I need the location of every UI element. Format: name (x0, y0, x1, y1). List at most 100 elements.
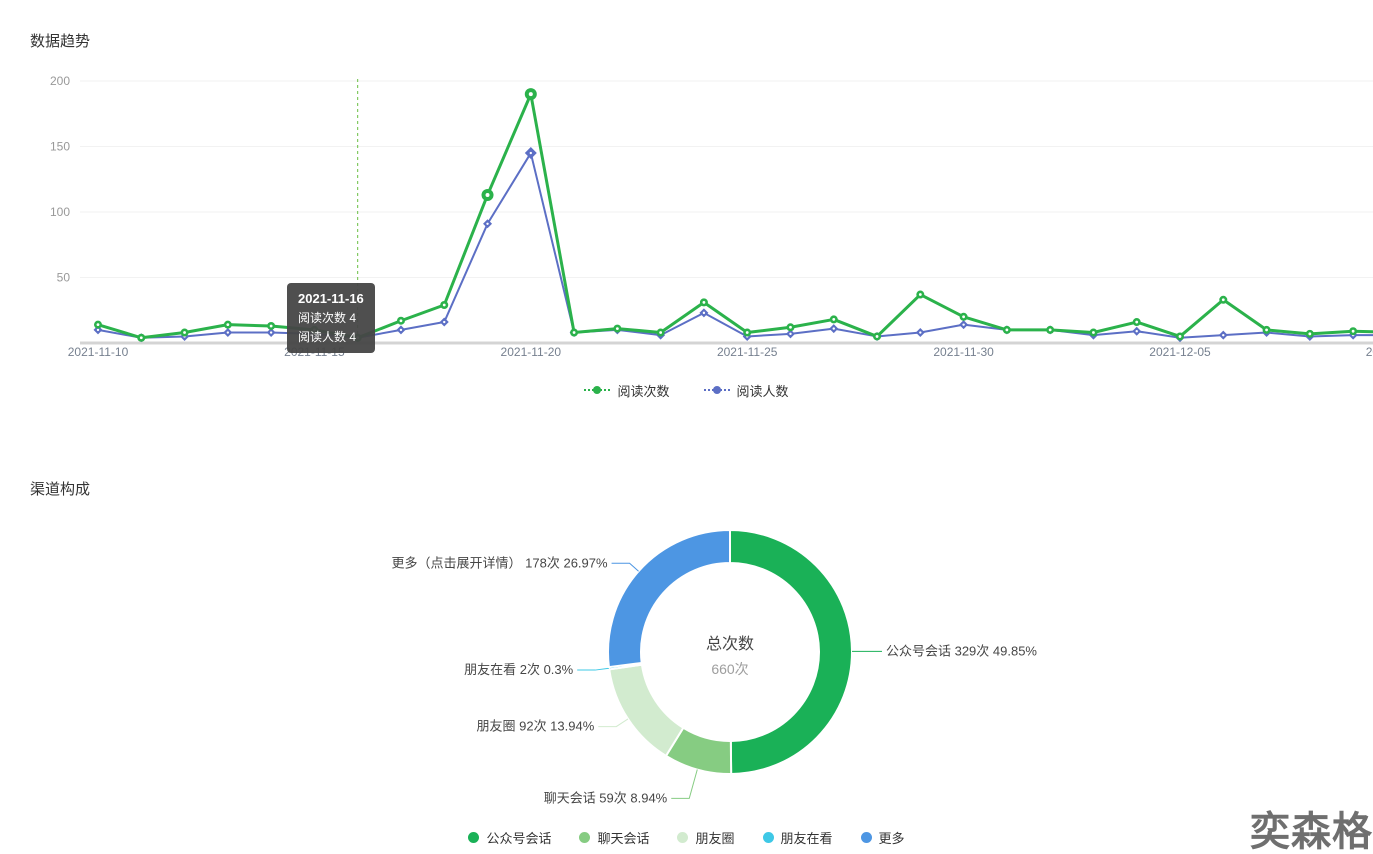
data-point-core (269, 331, 273, 334)
series-line-阅读次数 (97, 92, 1373, 340)
donut-slice-朋友圈[interactable] (608, 663, 685, 758)
data-point-core (269, 324, 273, 328)
donut-legend-item-聊天会话[interactable]: 聊天会话 (579, 828, 649, 847)
data-point-core (226, 323, 230, 327)
slice-label-公众号会话: 公众号会话 329次 49.85% (886, 643, 1037, 658)
data-point-core (1135, 330, 1138, 333)
data-point-core (832, 327, 835, 330)
trend-line-chart[interactable]: 50 100 150 200 2021-11-10 2021-11-15 2021-11-2… (0, 55, 1373, 370)
data-point-core (962, 323, 965, 326)
legend-dot-icon (579, 832, 591, 843)
data-point-core (918, 293, 922, 296)
data-point-core (702, 300, 706, 304)
legend-label: 公众号会话 (486, 831, 552, 846)
data-point-core (615, 327, 619, 330)
legend-dot-icon (860, 832, 872, 843)
data-point-core (745, 331, 749, 334)
x-tick-label: 2021-11-30 (933, 345, 994, 359)
data-point-core (572, 331, 576, 334)
y-tick-label: 150 (50, 140, 70, 154)
data-point-core (442, 303, 446, 307)
label-leader-line (611, 562, 639, 572)
x-tick-label: 2021-12-10 (1366, 345, 1373, 359)
data-point-core (139, 336, 143, 340)
data-point-core (789, 325, 792, 329)
trend-legend-item-阅读次数[interactable]: 阅读次数 (584, 381, 670, 400)
data-point-core (702, 311, 706, 315)
donut-legend-item-更多[interactable]: 更多 (860, 828, 905, 847)
watermark-logo: 奕森格 (1250, 810, 1373, 854)
trend-legend-item-阅读人数[interactable]: 阅读人数 (703, 381, 789, 400)
trend-legend: 阅读次数 阅读人数 (0, 381, 1373, 400)
data-point-core (832, 318, 836, 321)
data-point-core (919, 331, 922, 334)
data-point-core (1351, 329, 1355, 333)
data-point-core (485, 192, 490, 197)
slice-label-聊天会话: 聊天会话 59次 8.94% (544, 790, 668, 805)
data-point-core (1048, 328, 1052, 332)
data-point-core (96, 328, 100, 332)
legend-dot-icon (677, 832, 689, 843)
data-point-core (399, 328, 403, 332)
label-leader-line (598, 718, 629, 728)
donut-slice-公众号会话[interactable] (729, 528, 854, 776)
data-point-core (1222, 333, 1225, 337)
donut-center-value: 660次 (711, 661, 748, 677)
legend-label: 阅读人数 (736, 384, 789, 399)
y-tick-label: 50 (57, 271, 71, 285)
data-point-core (962, 315, 965, 319)
x-tick-label: 2021-11-20 (501, 345, 562, 359)
legend-label: 聊天会话 (597, 831, 650, 846)
x-tick-label: 2021-11-25 (717, 345, 778, 359)
data-point-core (183, 331, 186, 334)
donut-slice-更多[interactable] (607, 528, 731, 669)
data-point-core (1178, 335, 1182, 338)
donut-legend-item-公众号会话[interactable]: 公众号会话 (468, 828, 551, 847)
data-point-core (313, 328, 316, 332)
data-point-core (356, 336, 360, 340)
legend-marker-icon (584, 386, 611, 395)
data-point-core (1308, 332, 1312, 336)
y-tick-label: 100 (50, 205, 70, 219)
slice-label-更多: 更多（点击展开详情） 178次 26.97% (392, 555, 608, 570)
data-point-core (528, 92, 533, 97)
label-leader-line (671, 769, 698, 799)
donut-legend-item-朋友在看[interactable]: 朋友在看 (762, 828, 833, 847)
legend-label: 朋友圈 (695, 831, 735, 846)
legend-marker-icon (703, 386, 730, 395)
slice-label-朋友圈: 朋友圈 92次 13.94% (477, 719, 595, 734)
data-point-core (1135, 320, 1139, 324)
data-point-core (529, 151, 532, 155)
legend-dot-icon (762, 832, 774, 843)
y-tick-label: 200 (50, 74, 70, 88)
data-point-core (1221, 298, 1225, 302)
data-point-core (96, 323, 100, 327)
data-point-core (226, 331, 230, 334)
data-point-core (443, 320, 446, 324)
data-point-core (486, 222, 489, 225)
data-point-core (1265, 328, 1268, 332)
x-tick-label: 2021-11-10 (68, 345, 129, 359)
donut-center-label: 总次数 (706, 635, 754, 653)
channel-section-title: 渠道构成 (30, 481, 91, 498)
legend-label: 阅读次数 (617, 384, 670, 399)
series-line-阅读人数 (97, 152, 1373, 339)
data-point-core (399, 319, 403, 323)
label-leader-line (577, 667, 610, 671)
data-point-core (1005, 328, 1009, 332)
x-tick-label: 2021-12-05 (1149, 345, 1211, 359)
x-tick-label: 2021-11-15 (284, 345, 345, 359)
channel-donut-chart[interactable]: 公众号会话 329次 49.85% 聊天会话 59次 8.94% 朋友圈 92次 1… (380, 515, 1120, 815)
legend-dot-icon (468, 832, 480, 843)
donut-legend-item-朋友圈[interactable]: 朋友圈 (677, 828, 735, 847)
slice-label-朋友在看: 朋友在看 2次 0.3% (464, 662, 574, 677)
data-point-core (1092, 331, 1095, 334)
legend-label: 更多 (878, 831, 905, 846)
trend-section-title: 数据趋势 (30, 33, 91, 50)
donut-legend: 公众号会话 聊天会话 朋友圈 朋友在看 更多 (0, 828, 1373, 847)
data-point-core (789, 332, 792, 336)
data-point-core (659, 331, 663, 334)
legend-label: 朋友在看 (780, 831, 833, 846)
data-point-core (875, 335, 879, 338)
